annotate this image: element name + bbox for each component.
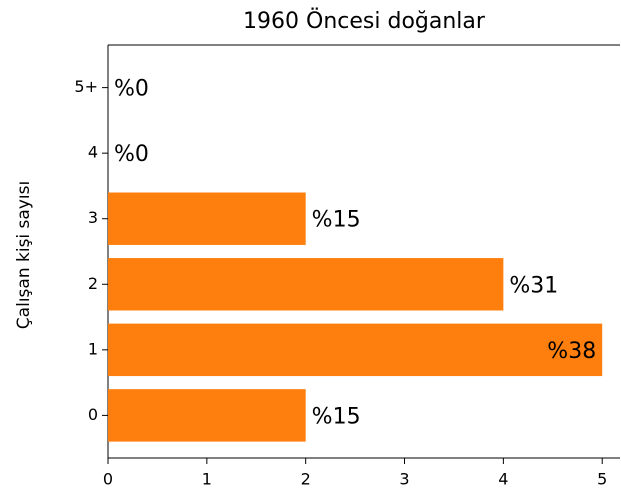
bar [108,389,306,442]
value-label: %31 [509,273,558,298]
x-tick-label: 4 [498,470,508,489]
x-tick-label: 2 [301,470,311,489]
bar [108,323,603,377]
value-label: %0 [114,77,149,102]
y-tick-label: 0 [88,405,98,424]
value-label: %15 [312,404,361,429]
bar [108,192,306,245]
y-tick-label: 1 [88,339,98,358]
y-tick-label: 5+ [74,77,98,96]
y-tick-label: 2 [88,274,98,293]
bar [108,258,504,311]
chart-title: 1960 Öncesi doğanlar [243,8,486,34]
y-axis-label: Çalışan kişi sayısı [14,181,34,329]
x-tick-label: 1 [202,470,212,489]
y-tick-label: 4 [88,143,98,162]
value-label: %15 [312,208,361,233]
x-tick-label: 3 [399,470,409,489]
x-tick-label: 0 [103,470,113,489]
value-label: %0 [114,142,149,167]
x-tick-label: 5 [597,470,607,489]
y-tick-label: 3 [88,208,98,227]
value-label: %38 [547,339,596,364]
